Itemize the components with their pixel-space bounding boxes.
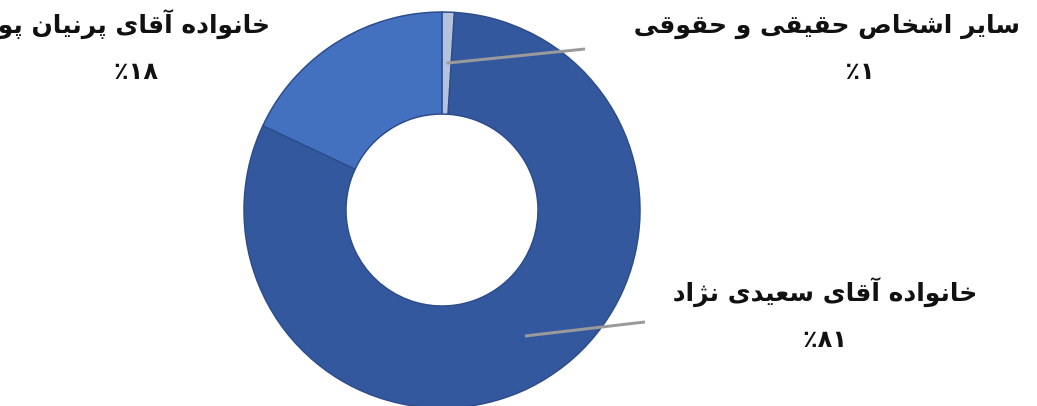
label-name-saeidinejad: خانواده آقای سعیدی نژاد <box>672 278 978 307</box>
label-percent-other: ٪۱ <box>845 57 875 85</box>
leader-line-saeidinejad <box>524 320 646 338</box>
slice-label-parnianpour: خانواده آقای پرنیان پور ٪۱۸ <box>0 10 270 85</box>
label-name-parnianpour: خانواده آقای پرنیان پور <box>0 10 270 39</box>
label-name-other: سایر اشخاص حقیقی و حقوقی <box>633 10 1020 39</box>
slice-label-saeidinejad: خانواده آقای سعیدی نژاد ٪۸۱ <box>660 278 990 353</box>
slice-saeidinejad <box>243 11 641 406</box>
slice-label-other: سایر اشخاص حقیقی و حقوقی ٪۱ <box>633 10 1020 85</box>
label-percent-saeidinejad: ٪۸۱ <box>803 325 847 353</box>
label-percent-parnianpour: ٪۱۸ <box>114 57 158 85</box>
slice-parnianpour <box>261 11 443 171</box>
leader-line-other <box>446 47 586 65</box>
